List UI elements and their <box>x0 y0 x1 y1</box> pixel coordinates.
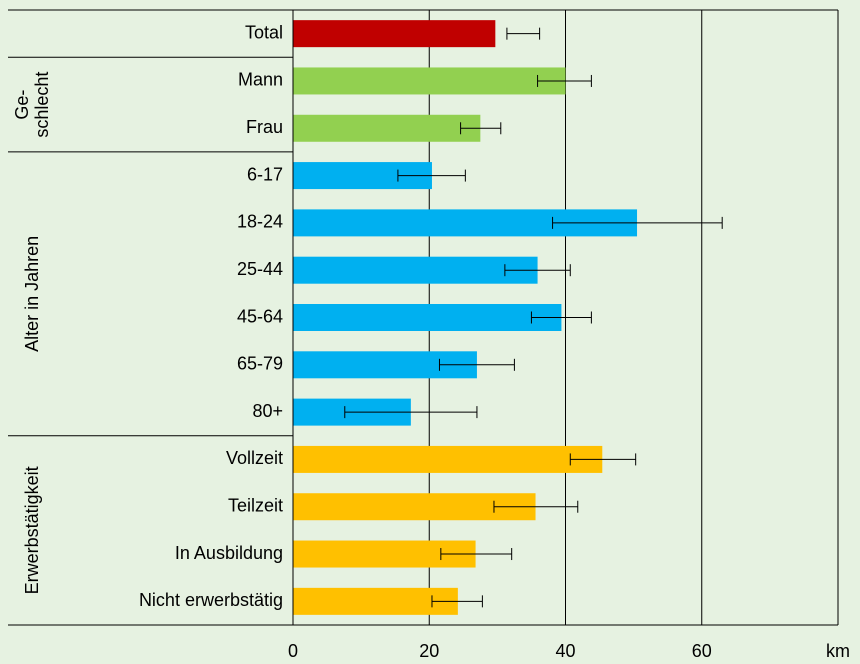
bar <box>293 587 458 615</box>
category-label: Frau <box>246 117 283 137</box>
group-label: Ge- <box>12 90 32 120</box>
bar <box>293 445 603 473</box>
category-label: In Ausbildung <box>175 543 283 563</box>
group-label: Alter in Jahren <box>22 236 42 352</box>
bar <box>293 256 538 284</box>
bar <box>293 67 566 95</box>
group-label: schlecht <box>32 72 52 138</box>
category-label: 80+ <box>252 401 283 421</box>
x-tick-label: 0 <box>288 641 298 661</box>
x-tick-label: 40 <box>555 641 575 661</box>
bar <box>293 114 481 142</box>
category-label: 18-24 <box>237 212 283 232</box>
category-label: 6-17 <box>247 164 283 184</box>
x-tick-label: 60 <box>692 641 712 661</box>
category-label: Mann <box>238 70 283 90</box>
group-label: Erwerbstätigkeit <box>22 466 42 594</box>
category-label: 45-64 <box>237 306 283 326</box>
bar <box>293 20 496 48</box>
x-axis-label: km <box>826 641 850 661</box>
category-label: 25-44 <box>237 259 283 279</box>
category-label: Teilzeit <box>228 495 283 515</box>
category-label: Nicht erwerbstätig <box>139 590 283 610</box>
category-label: 65-79 <box>237 354 283 374</box>
bar <box>293 304 562 331</box>
x-tick-label: 20 <box>419 641 439 661</box>
category-label: Total <box>245 22 283 42</box>
category-label: Vollzeit <box>226 448 283 468</box>
